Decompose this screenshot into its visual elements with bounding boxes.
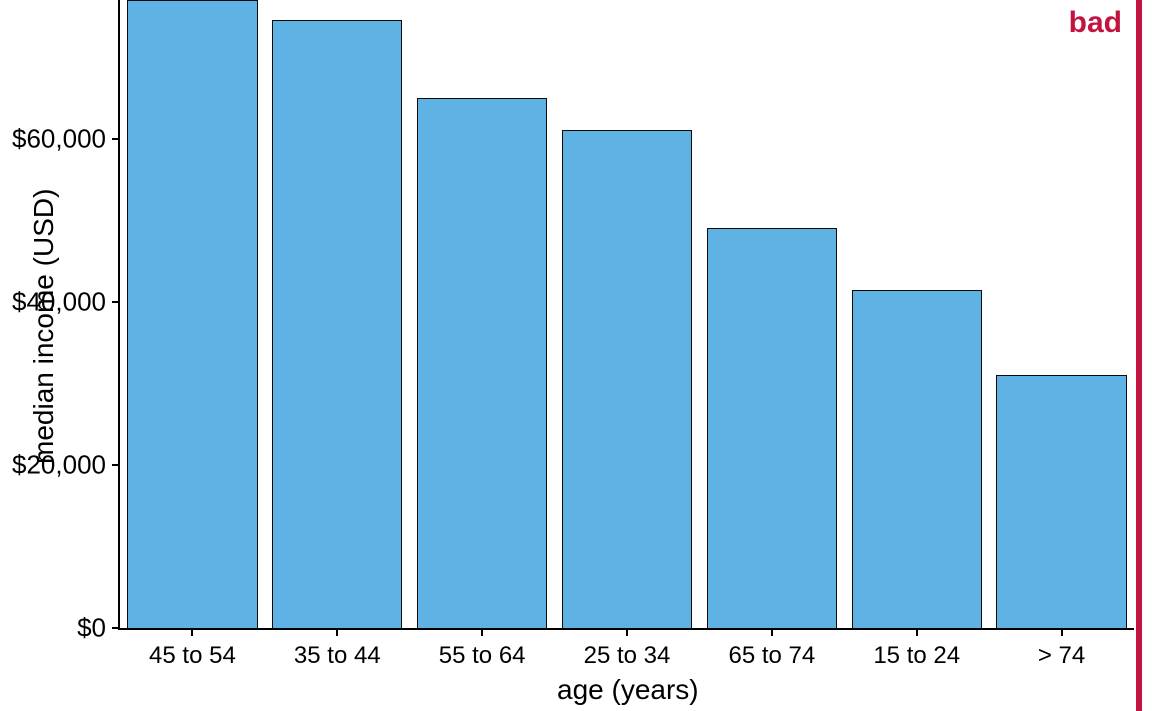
bar xyxy=(417,98,547,628)
bar xyxy=(562,130,692,628)
bar xyxy=(852,290,982,628)
bar xyxy=(996,375,1126,628)
bar xyxy=(707,228,837,628)
bar xyxy=(272,20,402,628)
plot-area xyxy=(0,0,1152,711)
chart-container: bad median income (USD) age (years) $0 $… xyxy=(0,0,1152,711)
bar xyxy=(127,0,257,628)
